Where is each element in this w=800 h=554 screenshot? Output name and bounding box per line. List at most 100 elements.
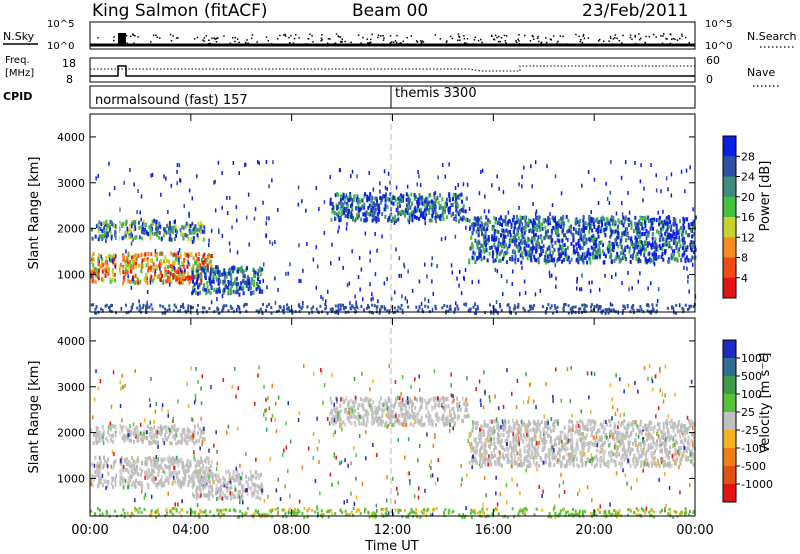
- echo-cell: [195, 474, 198, 479]
- echo-cell: [127, 229, 130, 234]
- echo-cell: [181, 465, 184, 470]
- echo-cell: [376, 202, 378, 207]
- echo-cell: [339, 206, 342, 211]
- nsky-dot: [395, 41, 398, 44]
- echo-cell: [436, 416, 439, 421]
- noise-cell: [228, 241, 231, 246]
- ground-cell: [492, 311, 495, 315]
- echo-cell: [258, 267, 261, 272]
- echo-cell: [450, 203, 453, 208]
- echo-cell: [332, 422, 335, 426]
- echo-cell: [180, 460, 183, 465]
- echo-cell: [235, 478, 238, 483]
- echo-cell: [259, 473, 261, 478]
- echo-cell: [334, 396, 337, 401]
- echo-cell: [597, 248, 599, 253]
- echo-cell: [537, 215, 540, 220]
- nsky-dot: [205, 35, 208, 37]
- echo-cell: [174, 428, 177, 433]
- echo-cell: [91, 483, 94, 488]
- echo-cell: [164, 271, 167, 276]
- ground-cell: [281, 308, 284, 312]
- echo-cell: [201, 224, 204, 229]
- echo-cell: [677, 249, 680, 254]
- echo-cell: [202, 268, 205, 273]
- echo-cell: [454, 214, 457, 219]
- echo-cell: [631, 255, 634, 260]
- echo-cell: [173, 470, 176, 475]
- nsky-dot: [494, 34, 497, 37]
- echo-cell: [215, 265, 217, 270]
- echo-cell: [350, 215, 353, 219]
- ground-cell: [493, 309, 496, 313]
- noise-cell: [640, 163, 642, 168]
- echo-cell: [561, 247, 564, 252]
- echo-cell: [505, 228, 508, 233]
- echo-cell: [209, 276, 211, 281]
- ground-cell: [94, 311, 96, 315]
- echo-cell: [195, 470, 197, 475]
- noise-cell: [678, 235, 680, 240]
- echo-cell: [246, 479, 249, 484]
- echo-cell: [369, 397, 372, 402]
- echo-cell: [209, 464, 212, 469]
- noise-cell: [149, 280, 152, 285]
- echo-cell: [588, 229, 591, 234]
- echo-cell: [694, 247, 697, 252]
- noise-cell: [455, 301, 457, 306]
- noise-cell: [588, 280, 590, 285]
- echo-cell: [672, 252, 675, 256]
- echo-cell: [166, 223, 168, 228]
- noise-cell: [305, 208, 307, 213]
- ground-cell: [238, 305, 241, 309]
- echo-cell: [219, 479, 222, 484]
- nsky-dot: [113, 36, 115, 38]
- echo-cell: [648, 251, 651, 256]
- echo-cell: [150, 258, 153, 263]
- nsky-dot: [251, 37, 253, 40]
- echo-cell: [245, 284, 248, 289]
- noise-cell: [416, 182, 418, 187]
- echo-cell: [611, 247, 614, 252]
- echo-cell: [693, 219, 696, 224]
- echo-cell: [473, 216, 476, 221]
- nsky-dot: [503, 34, 506, 37]
- echo-cell: [577, 238, 580, 243]
- ground-cell: [604, 311, 607, 315]
- noise-cell: [488, 209, 490, 214]
- echo-cell: [198, 252, 201, 256]
- noise-cell: [105, 239, 107, 244]
- nsky-dot: [603, 40, 605, 42]
- echo-cell: [100, 264, 103, 269]
- echo-cell: [190, 479, 193, 484]
- ground-cell: [509, 311, 511, 315]
- echo-cell: [591, 228, 594, 233]
- nsky-dot: [129, 35, 132, 37]
- echo-cell: [187, 277, 190, 282]
- echo-cell: [204, 257, 207, 262]
- ground-cell: [95, 305, 98, 309]
- echo-cell: [441, 417, 444, 422]
- echo-cell: [570, 241, 573, 246]
- echo-cell: [632, 229, 635, 234]
- echo-cell: [205, 288, 207, 293]
- ground-cell: [222, 307, 225, 311]
- echo-cell: [462, 209, 465, 214]
- echo-cell: [639, 234, 642, 239]
- echo-cell: [240, 485, 243, 490]
- echo-cell: [240, 268, 242, 273]
- echo-cell: [166, 457, 169, 462]
- echo-cell: [214, 473, 217, 478]
- echo-cell: [193, 429, 196, 434]
- noise-cell: [639, 271, 641, 276]
- echo-cell: [434, 402, 437, 407]
- echo-cell: [164, 436, 167, 441]
- noise-cell: [478, 191, 481, 196]
- echo-cell: [561, 259, 564, 264]
- echo-cell: [134, 273, 137, 278]
- echo-cell: [350, 421, 353, 426]
- echo-cell: [651, 232, 654, 236]
- echo-cell: [354, 399, 357, 404]
- echo-cell: [356, 194, 359, 199]
- echo-cell: [218, 288, 220, 293]
